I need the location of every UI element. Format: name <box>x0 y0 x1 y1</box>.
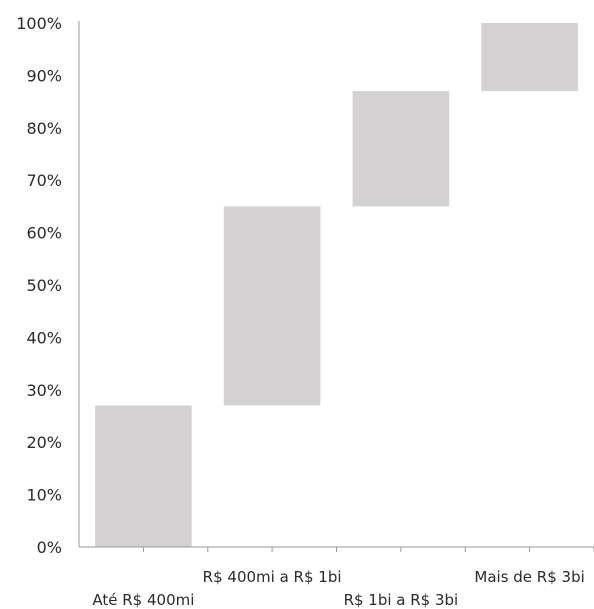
y-tick-label: 30% <box>26 381 62 400</box>
y-tick-label: 20% <box>26 433 62 452</box>
axes-group <box>78 21 594 552</box>
x-category-label: Até R$ 400mi <box>92 591 194 609</box>
labels-group: 0% 10% 20% 30% 40% 50% 60% 70% 80% 90% 100% Até R$ … <box>16 14 585 609</box>
x-category-label: R$ 400mi a R$ 1bi <box>203 568 342 586</box>
y-tick-label: 100% <box>16 14 62 33</box>
y-tick-label: 90% <box>26 66 62 85</box>
y-tick-label: 0% <box>37 538 62 557</box>
x-category-label: R$ 1bi a R$ 3bi <box>344 591 459 609</box>
bar-0 <box>95 405 192 547</box>
y-tick-label: 40% <box>26 328 62 347</box>
x-category-label: Mais de R$ 3bi <box>474 568 584 586</box>
y-tick-label: 60% <box>26 224 62 243</box>
y-tick-label: 70% <box>26 171 62 190</box>
y-tick-label: 10% <box>26 486 62 505</box>
bar-3 <box>481 23 578 92</box>
y-tick-label: 80% <box>26 119 62 138</box>
bar-2 <box>352 91 450 207</box>
bars-group <box>95 23 578 547</box>
bar-1 <box>223 206 321 406</box>
y-tick-label: 50% <box>26 276 62 295</box>
